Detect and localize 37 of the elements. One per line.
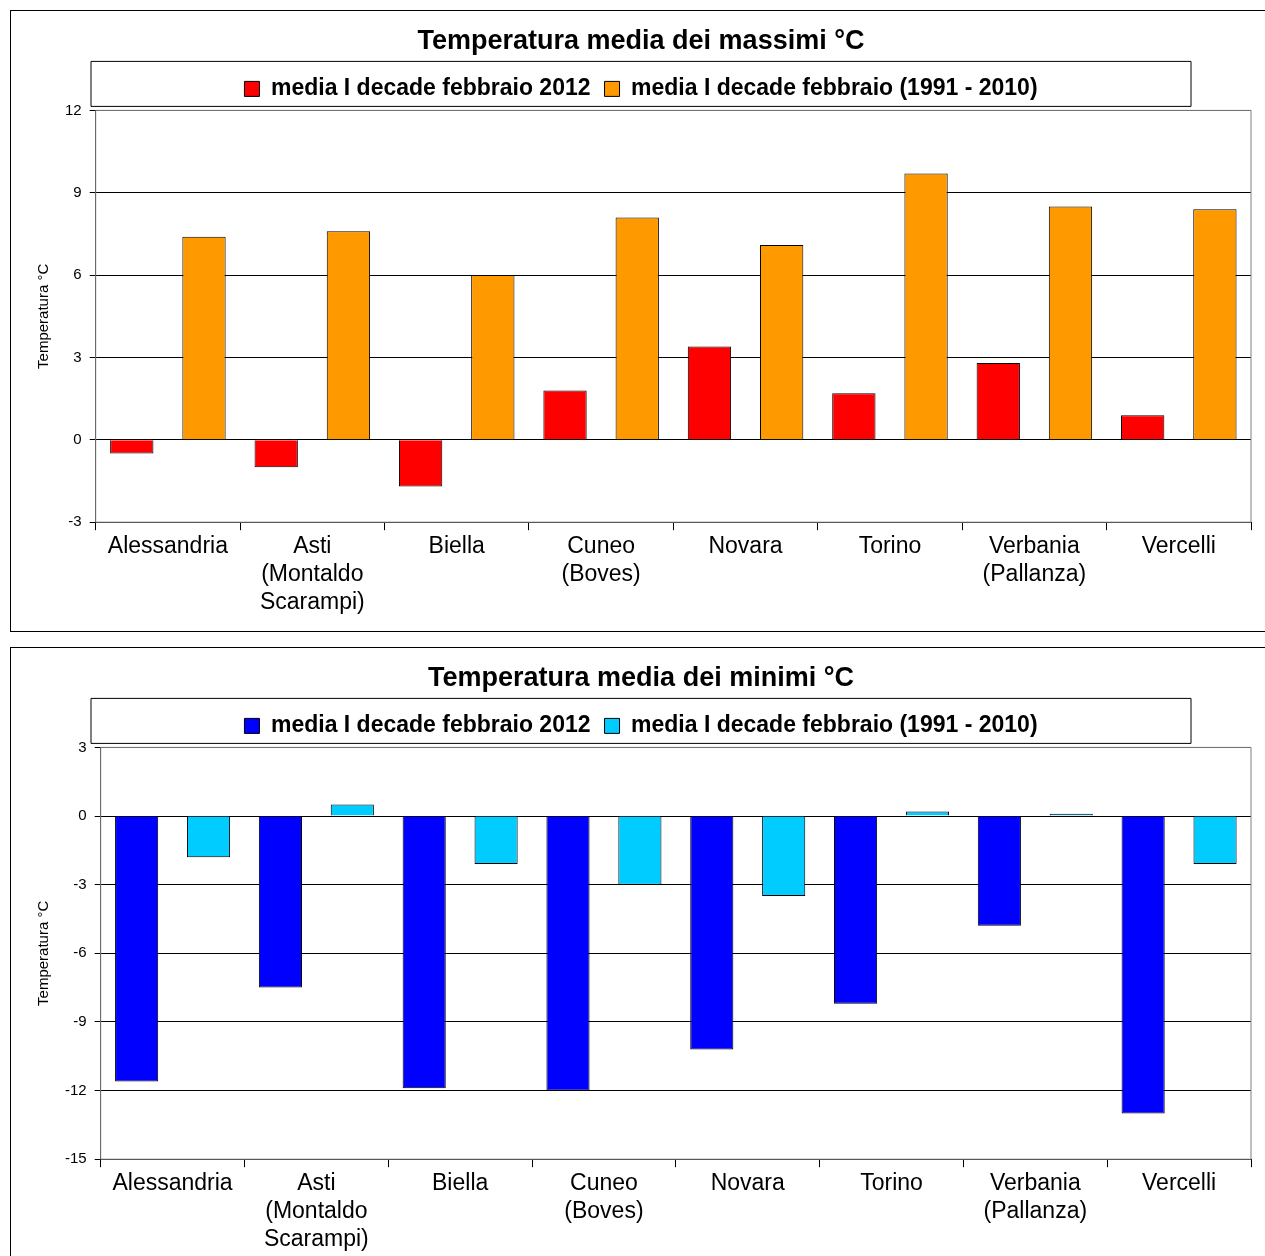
legend-label: media I decade febbraio (1991 - 2010) [631, 74, 1038, 101]
y-axis-title: Temperatura °C [34, 263, 52, 369]
x-tick-label: Verbania (Pallanza) [982, 532, 1087, 586]
y-tick-label: -6 [73, 943, 87, 961]
x-tick-label: Asti (Montaldo Scarampi) [263, 1169, 369, 1251]
y-tick-label: 3 [78, 737, 87, 755]
y-tick-label: 0 [78, 806, 87, 824]
x-tick-label: Novara [710, 1169, 786, 1196]
y-tick-label: -9 [73, 1012, 87, 1030]
x-tick-label: Asti (Montaldo Scarampi) [259, 532, 365, 614]
y-tick-label: 0 [73, 429, 82, 447]
x-tick-label: Alessandria [107, 532, 229, 559]
chart-title: Temperatura media dei minimi °C [428, 661, 854, 692]
y-tick-label: 9 [73, 182, 82, 200]
legend-label: media I decade febbraio 2012 [270, 74, 591, 101]
x-tick-label: Cuneo (Boves) [564, 1169, 644, 1223]
legend-label: media I decade febbraio 2012 [270, 711, 591, 738]
y-tick-label: -3 [68, 512, 82, 530]
x-tick-label: Vercelli [1141, 532, 1216, 559]
y-tick-label: 12 [65, 100, 82, 118]
y-tick-label: 6 [73, 265, 82, 283]
x-tick-label: Biella [428, 532, 486, 559]
y-axis-title: Temperatura °C [34, 900, 52, 1006]
x-tick-label: Novara [708, 532, 783, 559]
y-tick-label: -15 [64, 1149, 87, 1167]
legend-label: media I decade febbraio (1991 - 2010) [631, 711, 1038, 738]
chart-title: Temperatura media dei massimi °C [417, 24, 865, 55]
x-tick-label: Cuneo (Boves) [561, 532, 641, 586]
x-tick-label: Torino [860, 1169, 923, 1196]
x-tick-label: Torino [858, 532, 922, 559]
y-tick-label: -12 [64, 1080, 87, 1098]
x-tick-label: Vercelli [1142, 1169, 1217, 1196]
y-tick-label: 3 [73, 347, 82, 365]
x-tick-label: Biella [432, 1169, 489, 1196]
x-tick-label: Alessandria [112, 1169, 233, 1196]
y-tick-label: -3 [73, 874, 87, 892]
x-tick-label: Verbania (Pallanza) [983, 1169, 1088, 1223]
